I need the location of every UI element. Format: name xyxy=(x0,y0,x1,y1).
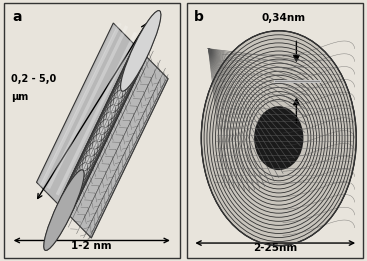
Ellipse shape xyxy=(120,11,161,91)
Ellipse shape xyxy=(201,31,356,246)
Text: a: a xyxy=(12,10,22,24)
Text: 0,2 - 5,0: 0,2 - 5,0 xyxy=(11,74,56,84)
Text: 0,34nm: 0,34nm xyxy=(262,13,306,23)
Ellipse shape xyxy=(44,170,84,250)
Text: μm: μm xyxy=(11,92,28,102)
Text: 1-2 nm: 1-2 nm xyxy=(72,241,112,251)
Ellipse shape xyxy=(254,106,304,170)
Ellipse shape xyxy=(198,26,360,251)
Text: 2-25nm: 2-25nm xyxy=(253,243,297,253)
Text: b: b xyxy=(194,10,204,24)
Polygon shape xyxy=(36,23,168,238)
